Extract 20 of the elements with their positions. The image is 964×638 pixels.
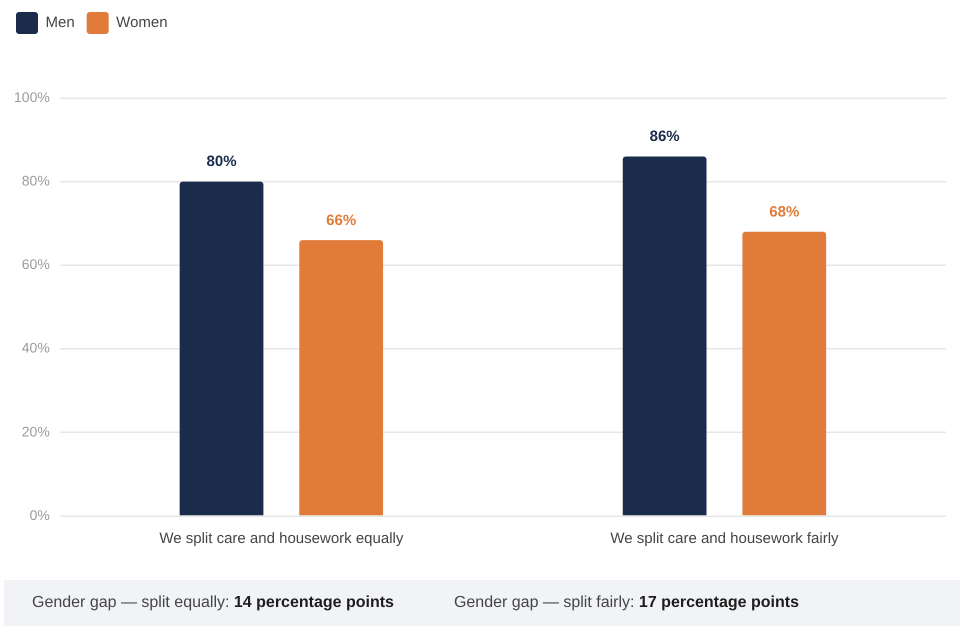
- y-tick-label: 0%: [30, 506, 50, 523]
- legend-label: Men: [46, 14, 75, 32]
- legend-label: Women: [116, 14, 168, 32]
- text: Gender gap — split fairly: 17 percentage points: [454, 594, 799, 612]
- text: Gender gap — split equally: 14 percentage points: [32, 594, 394, 612]
- bar: [622, 156, 707, 516]
- x-tick-label: We split care and housework equally: [159, 530, 404, 548]
- data-label: 68%: [769, 203, 800, 220]
- bar: [742, 232, 826, 516]
- y-tick-label: 40%: [22, 340, 50, 356]
- data-label: 66%: [326, 212, 356, 229]
- bar: [299, 240, 384, 516]
- x-tick-label: We split care and housework fairly: [610, 530, 840, 548]
- data-label: 86%: [650, 128, 680, 146]
- bar: [180, 182, 264, 516]
- y-tick-label: 100%: [14, 88, 50, 105]
- y-tick-label: 20%: [22, 423, 50, 440]
- y-tick-label: 60%: [22, 256, 50, 272]
- data-label: 80%: [206, 153, 237, 170]
- y-tick-label: 80%: [22, 172, 50, 188]
